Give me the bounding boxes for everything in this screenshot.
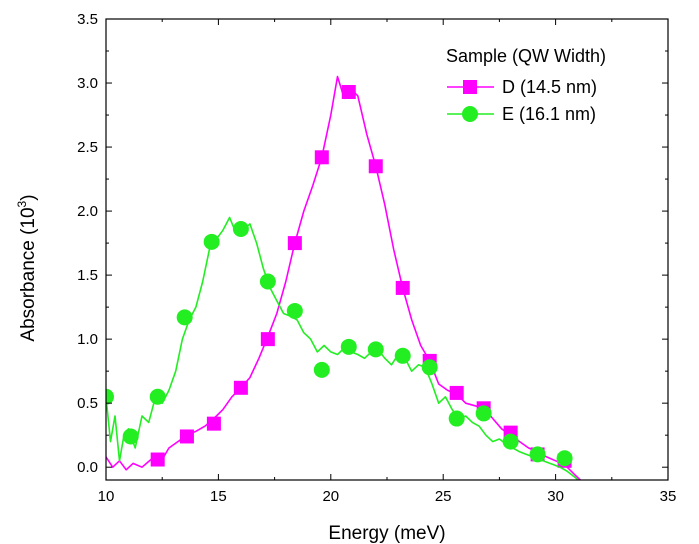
series-layer (106, 75, 581, 480)
series-1-point-14 (475, 405, 492, 422)
series-1 (106, 216, 579, 480)
series-1-point-1 (122, 428, 139, 445)
legend-entries: D (14.5 nm) E (16.1 nm) (447, 77, 597, 124)
y-axis-title: Absorbance (103) (15, 194, 39, 341)
legend-entry-1: E (16.1 nm) (447, 104, 596, 124)
series-0-point-1 (179, 429, 194, 444)
y-tick-label-3: 1.5 (77, 267, 98, 284)
series-line-0 (106, 75, 581, 480)
y-tick-label-5: 2.5 (77, 139, 98, 156)
y-tick-label-4: 2.0 (77, 203, 98, 220)
y-tick-label-2: 1.0 (77, 331, 98, 348)
x-tick-label-1: 15 (210, 488, 227, 505)
series-1-point-15 (502, 433, 519, 450)
y-axis-title-sup: 3 (15, 200, 29, 207)
series-1-point-0 (106, 388, 114, 405)
series-line-1 (106, 216, 579, 480)
x-tick-label-3: 25 (435, 488, 452, 505)
series-0-point-8 (368, 159, 383, 174)
x-tick-label-5: 35 (660, 488, 677, 505)
series-0-point-6 (314, 150, 329, 165)
legend-marker-0 (463, 80, 477, 94)
series-1-point-7 (286, 302, 303, 319)
series-1-point-5 (232, 221, 249, 238)
series-0-point-4 (260, 332, 275, 347)
series-1-point-2 (149, 388, 166, 405)
legend-title: Sample (QW Width) (446, 46, 606, 66)
series-1-point-13 (448, 410, 465, 427)
x-tick-label-0: 10 (98, 488, 115, 505)
series-1-point-10 (367, 341, 384, 358)
y-axis-title-close: ) (18, 194, 39, 200)
series-1-point-11 (394, 347, 411, 364)
y-tick-label-1: 0.5 (77, 395, 98, 412)
y-tick-label-0: 0.0 (77, 459, 98, 476)
series-0-point-9 (395, 280, 410, 295)
series-0-point-7 (341, 84, 356, 99)
series-0-point-0 (150, 452, 165, 467)
series-1-point-3 (176, 309, 193, 326)
series-0 (106, 75, 581, 480)
y-tick-label-6: 3.0 (77, 75, 98, 92)
x-tick-label-2: 20 (322, 488, 339, 505)
series-0-point-2 (206, 416, 221, 431)
series-1-point-17 (556, 450, 573, 467)
series-0-point-11 (449, 385, 464, 400)
legend-entry-0: D (14.5 nm) (447, 77, 597, 97)
legend: Sample (QW Width) D (14.5 nm) E (16.1 nm) (446, 46, 606, 124)
series-1-point-9 (340, 338, 357, 355)
legend-label-0: D (14.5 nm) (502, 77, 597, 97)
series-1-point-12 (421, 359, 438, 376)
ticks-layer: 10 15 20 25 30 35 0.0 0.5 1.0 1.5 2.0 2.5 3.0 3.5 (77, 11, 676, 505)
x-axis-title: Energy (meV) (328, 523, 445, 544)
series-0-point-5 (287, 236, 302, 251)
series-1-point-4 (203, 233, 220, 250)
x-tick-label-4: 30 (547, 488, 564, 505)
series-1-point-16 (529, 446, 546, 463)
series-1-point-6 (259, 273, 276, 290)
y-axis-title-base: Absorbance (10 (18, 207, 39, 341)
legend-marker-1 (462, 106, 478, 122)
legend-label-1: E (16.1 nm) (502, 104, 596, 124)
y-tick-label-7: 3.5 (77, 11, 98, 28)
series-1-point-8 (313, 361, 330, 378)
series-0-point-3 (233, 380, 248, 395)
